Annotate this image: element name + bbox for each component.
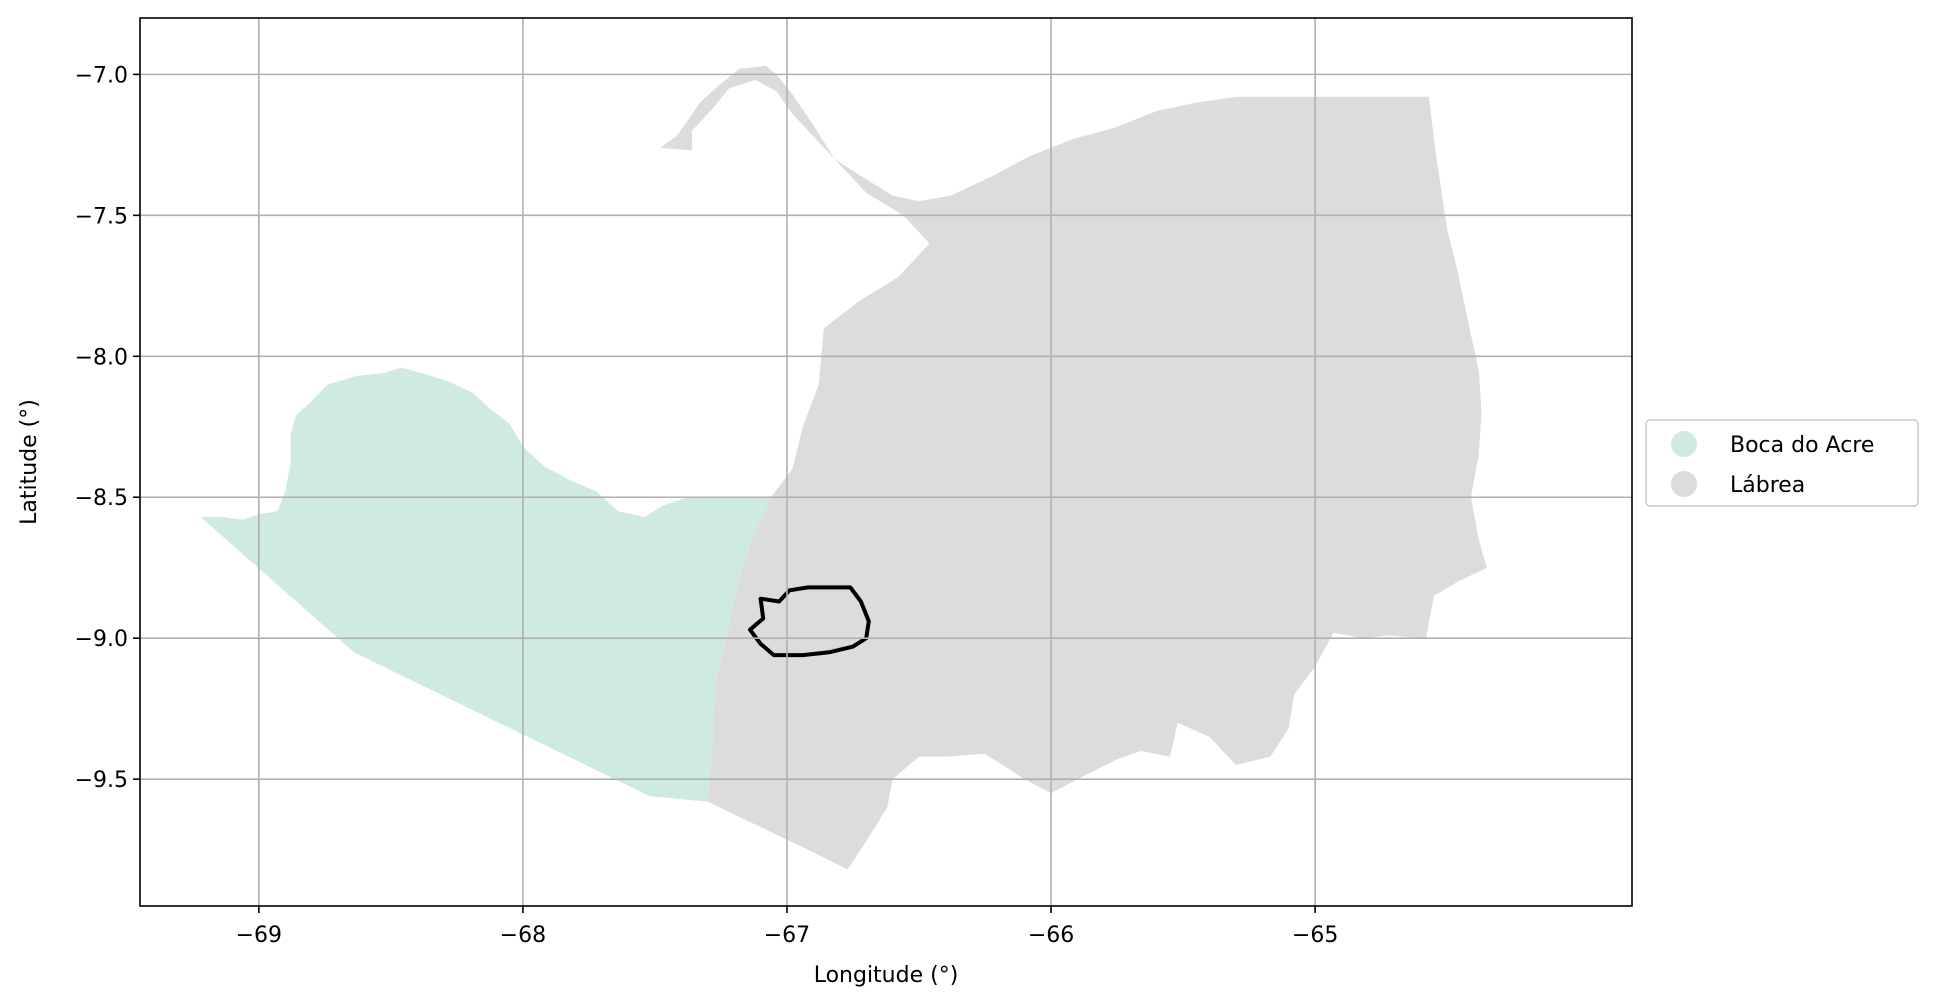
axes-frame bbox=[139, 17, 1633, 907]
highlight-outline bbox=[748, 585, 871, 658]
outlined-area bbox=[748, 585, 871, 658]
y-tick-label: −9.0 bbox=[75, 627, 128, 652]
x-tick-label: −67 bbox=[764, 923, 810, 948]
legend-marker bbox=[1671, 471, 1697, 497]
x-ticks: −69 −68 −67 −66 −65 bbox=[236, 906, 1338, 948]
y-tick-label: −8.5 bbox=[75, 486, 128, 511]
legend-box bbox=[1645, 419, 1919, 507]
legend-label: Boca do Acre bbox=[1730, 433, 1874, 458]
x-axis-label: Longitude (°) bbox=[814, 963, 959, 988]
legend-marker bbox=[1671, 431, 1697, 457]
y-axis-label: Latitude (°) bbox=[17, 399, 42, 525]
y-tick-label: −8.0 bbox=[75, 345, 128, 370]
grid-lines bbox=[140, 18, 1632, 906]
x-tick-label: −65 bbox=[1292, 923, 1338, 948]
y-ticks: −7.0 −7.5 −8.0 −8.5 −9.0 −9.5 bbox=[75, 63, 140, 793]
y-tick-label: −7.5 bbox=[75, 204, 128, 229]
x-tick-label: −69 bbox=[236, 923, 282, 948]
region-boca-do-acre bbox=[200, 367, 772, 802]
y-tick-label: −7.0 bbox=[75, 63, 128, 88]
legend-label: Lábrea bbox=[1730, 473, 1805, 498]
y-tick-label: −9.5 bbox=[75, 768, 128, 793]
region-l-brea bbox=[660, 65, 1487, 870]
legend: Boca do Acre Lábrea bbox=[1645, 419, 1919, 507]
x-tick-label: −66 bbox=[1028, 923, 1074, 948]
map-regions bbox=[200, 65, 1487, 870]
x-tick-label: −68 bbox=[500, 923, 546, 948]
